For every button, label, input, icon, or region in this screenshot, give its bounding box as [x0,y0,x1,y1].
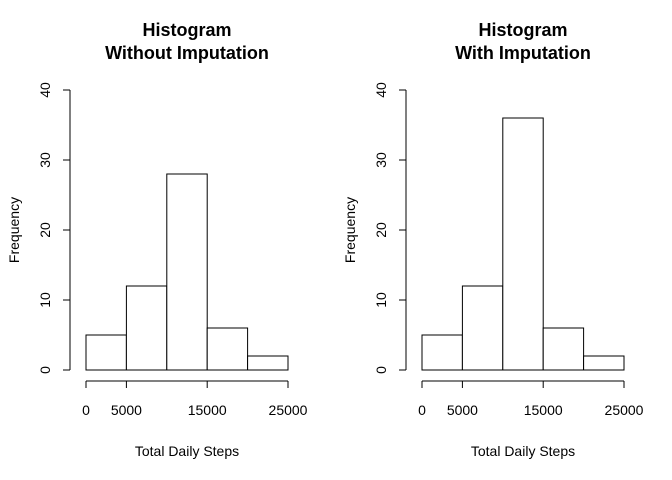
x-tick-label: 0 [418,402,426,418]
x-tick-label: 25000 [269,402,308,418]
y-tick-label: 10 [373,292,389,308]
y-tick-label: 40 [373,82,389,98]
y-axis-label: Frequency [342,197,358,263]
histogram-bar [125,285,168,371]
histogram-bar [166,173,208,371]
y-tick-label: 20 [373,222,389,238]
histogram-bar [206,327,249,371]
y-tick-label: 40 [37,82,53,98]
y-tick-label: 0 [37,366,53,374]
x-tick-label: 0 [82,402,90,418]
y-axis-label: Frequency [6,197,22,263]
chart-subtitle: Without Imputation [105,43,269,63]
y-tick-label: 0 [373,366,389,374]
histogram-bar [461,285,504,371]
chart-title: Histogram [142,20,231,40]
x-axis-label: Total Daily Steps [135,443,239,459]
y-tick-label: 10 [37,292,53,308]
histogram-bar [247,355,289,371]
histogram-bar [85,334,127,371]
histogram-bar [583,355,625,371]
y-tick-label: 20 [37,222,53,238]
histogram-bar [502,117,544,371]
x-tick-label: 5000 [111,402,142,418]
x-tick-label: 15000 [524,402,563,418]
chart-subtitle: With Imputation [455,43,591,63]
x-tick-label: 5000 [447,402,478,418]
histogram-bar [542,327,585,371]
chart-title: Histogram [478,20,567,40]
histogram-bar [421,334,463,371]
x-tick-label: 15000 [188,402,227,418]
x-axis-label: Total Daily Steps [471,443,575,459]
x-tick-label: 25000 [605,402,644,418]
y-tick-label: 30 [37,152,53,168]
y-tick-label: 30 [373,152,389,168]
